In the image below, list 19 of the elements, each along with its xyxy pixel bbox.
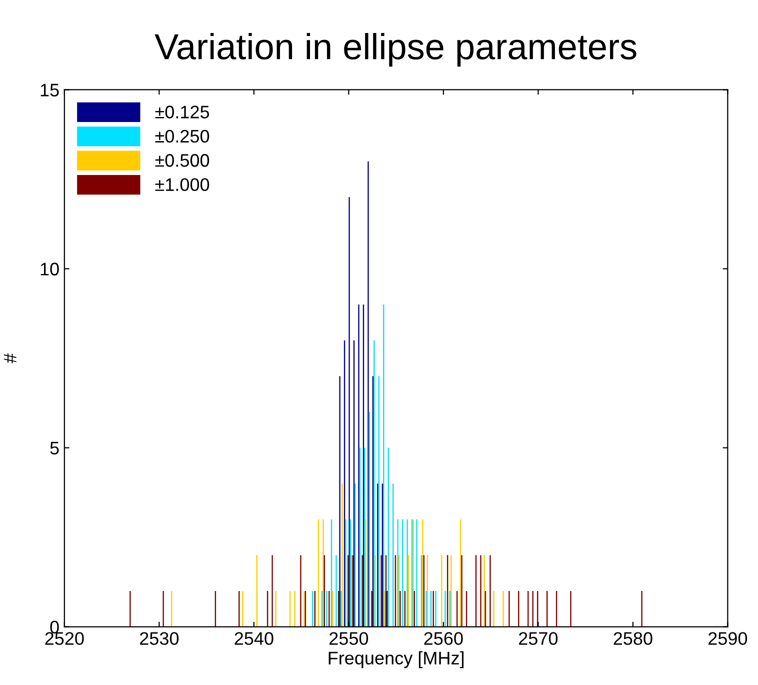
x-tick-label: 2580 xyxy=(614,632,652,645)
x-tick-label: 2530 xyxy=(140,632,179,645)
x-tick-label: 2570 xyxy=(519,632,558,645)
y-tick-label: 10 xyxy=(40,262,59,276)
legend-label: ±0.250 xyxy=(155,130,210,143)
x-tick-label: 2520 xyxy=(45,632,84,645)
y-tick-label: 15 xyxy=(40,84,59,96)
chart-title: Variation in ellipse parameters xyxy=(154,33,636,67)
x-axis-title: Frequency [MHz] xyxy=(328,651,464,668)
y-tick-label: 5 xyxy=(50,442,59,454)
y-tick-label: 0 xyxy=(50,620,59,634)
legend-label: ±0.125 xyxy=(155,106,210,118)
legend-label: ±0.500 xyxy=(155,154,210,167)
x-tick-label: 2540 xyxy=(234,632,274,645)
x-tick-label: 2590 xyxy=(708,632,748,645)
legend-label: ±1.000 xyxy=(155,178,210,192)
x-tick-label: 2560 xyxy=(424,632,463,645)
x-tick-label: 2550 xyxy=(330,632,368,645)
y-axis-title: # xyxy=(4,353,16,364)
